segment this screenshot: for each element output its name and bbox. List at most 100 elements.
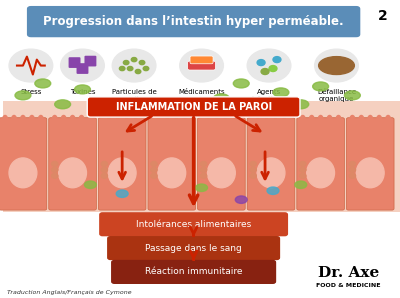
Ellipse shape: [307, 158, 334, 188]
Ellipse shape: [138, 116, 142, 123]
Ellipse shape: [359, 116, 364, 123]
FancyBboxPatch shape: [346, 118, 394, 210]
Circle shape: [123, 60, 129, 65]
Ellipse shape: [319, 57, 354, 74]
Circle shape: [101, 162, 108, 166]
Circle shape: [269, 66, 277, 72]
Circle shape: [151, 162, 157, 166]
FancyBboxPatch shape: [198, 118, 245, 210]
Ellipse shape: [35, 79, 51, 88]
Text: Réaction immunitaire: Réaction immunitaire: [145, 267, 242, 277]
Ellipse shape: [170, 116, 174, 123]
Circle shape: [200, 173, 207, 178]
Ellipse shape: [214, 94, 229, 103]
Circle shape: [315, 49, 358, 82]
Text: Traduction Anglais/Français de Cymone: Traduction Anglais/Français de Cymone: [7, 290, 132, 295]
Text: Progression dans l’intestin hyper perméable.: Progression dans l’intestin hyper perméa…: [43, 15, 344, 28]
Circle shape: [349, 162, 356, 166]
Ellipse shape: [59, 158, 86, 188]
FancyBboxPatch shape: [111, 260, 276, 284]
Ellipse shape: [160, 116, 165, 123]
Text: Particules de
nourriture: Particules de nourriture: [112, 89, 156, 103]
Ellipse shape: [187, 116, 192, 123]
Circle shape: [61, 49, 104, 82]
Ellipse shape: [233, 79, 249, 88]
FancyBboxPatch shape: [107, 236, 280, 260]
Text: 2: 2: [378, 10, 388, 23]
Ellipse shape: [111, 116, 116, 123]
Circle shape: [200, 167, 207, 172]
FancyBboxPatch shape: [49, 118, 96, 210]
Circle shape: [9, 49, 53, 82]
Circle shape: [261, 69, 269, 74]
Circle shape: [300, 173, 306, 178]
Ellipse shape: [9, 158, 37, 188]
FancyBboxPatch shape: [188, 61, 216, 70]
Ellipse shape: [3, 116, 8, 123]
Ellipse shape: [79, 116, 84, 123]
Ellipse shape: [278, 116, 282, 123]
Text: Intolérances alimentaires: Intolérances alimentaires: [136, 220, 251, 229]
Circle shape: [131, 58, 137, 62]
Circle shape: [112, 49, 156, 82]
FancyBboxPatch shape: [27, 6, 360, 37]
Circle shape: [52, 167, 58, 172]
Ellipse shape: [313, 82, 328, 91]
Ellipse shape: [327, 116, 332, 123]
FancyBboxPatch shape: [84, 56, 96, 66]
Ellipse shape: [269, 116, 273, 123]
Circle shape: [349, 167, 356, 172]
Ellipse shape: [84, 181, 96, 189]
Ellipse shape: [116, 190, 128, 197]
Circle shape: [135, 69, 141, 74]
Text: Passage dans le sang: Passage dans le sang: [145, 243, 242, 253]
Text: FOOD & MEDICINE: FOOD & MEDICINE: [316, 283, 381, 288]
Ellipse shape: [152, 116, 156, 123]
Ellipse shape: [273, 88, 289, 97]
Ellipse shape: [300, 116, 305, 123]
Circle shape: [119, 66, 125, 71]
Ellipse shape: [158, 158, 186, 188]
FancyBboxPatch shape: [98, 118, 146, 210]
Circle shape: [101, 173, 108, 178]
Text: Médicaments: Médicaments: [178, 89, 225, 95]
Circle shape: [180, 49, 223, 82]
Circle shape: [127, 66, 133, 71]
Circle shape: [151, 173, 157, 178]
FancyBboxPatch shape: [76, 63, 88, 74]
Text: Dr. Axe: Dr. Axe: [318, 266, 379, 280]
Ellipse shape: [74, 85, 90, 94]
FancyBboxPatch shape: [148, 118, 196, 210]
FancyBboxPatch shape: [99, 212, 288, 236]
Ellipse shape: [219, 116, 224, 123]
Ellipse shape: [237, 116, 242, 123]
Ellipse shape: [178, 116, 183, 123]
Ellipse shape: [38, 116, 43, 123]
Ellipse shape: [108, 158, 136, 188]
Circle shape: [247, 49, 291, 82]
Circle shape: [300, 162, 306, 166]
FancyBboxPatch shape: [3, 101, 400, 212]
Ellipse shape: [52, 116, 57, 123]
Ellipse shape: [228, 116, 233, 123]
Circle shape: [273, 57, 281, 63]
FancyBboxPatch shape: [247, 118, 295, 210]
Text: Défaillance
organique: Défaillance organique: [317, 89, 356, 103]
Circle shape: [349, 173, 356, 178]
Ellipse shape: [129, 116, 134, 123]
Ellipse shape: [15, 91, 31, 100]
Ellipse shape: [235, 196, 247, 203]
Ellipse shape: [201, 116, 206, 123]
Ellipse shape: [295, 181, 307, 189]
FancyBboxPatch shape: [0, 118, 47, 210]
Ellipse shape: [260, 116, 264, 123]
Ellipse shape: [20, 116, 25, 123]
Ellipse shape: [286, 116, 291, 123]
Ellipse shape: [318, 116, 323, 123]
Text: Agents
infectieux: Agents infectieux: [252, 89, 286, 103]
Ellipse shape: [386, 116, 390, 123]
Circle shape: [300, 167, 306, 172]
Text: Toxines: Toxines: [70, 89, 95, 95]
Ellipse shape: [12, 116, 16, 123]
Ellipse shape: [208, 158, 235, 188]
